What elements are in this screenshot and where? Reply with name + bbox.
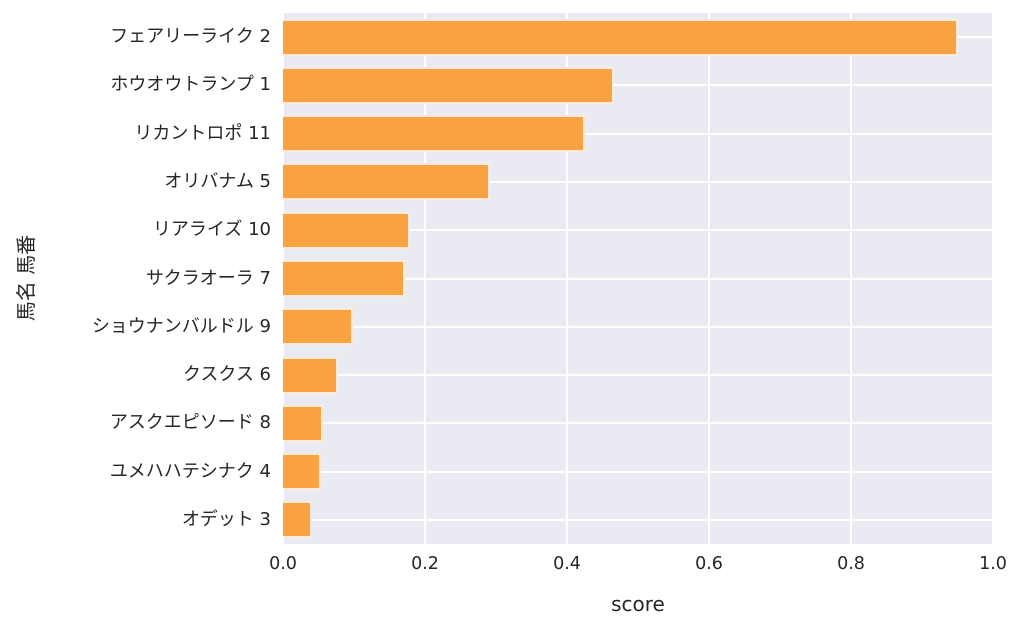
bar-10 xyxy=(283,453,321,490)
gridline-horizontal xyxy=(283,471,993,473)
x-tick-label-0.2: 0.2 xyxy=(411,554,439,574)
x-tick-label-0.8: 0.8 xyxy=(837,554,865,574)
bar-8 xyxy=(283,357,338,394)
gridline-horizontal xyxy=(283,181,993,183)
y-tick-label-3: リカントロポ 11 xyxy=(134,123,271,144)
x-tick-label-0.6: 0.6 xyxy=(695,554,723,574)
y-tick-label-10: ユメハハテシナク 4 xyxy=(109,461,271,482)
y-tick-label-6: サクラオーラ 7 xyxy=(145,268,271,289)
bar-7 xyxy=(283,308,353,345)
bar-11 xyxy=(283,501,312,538)
bar-4 xyxy=(283,163,490,200)
gridline-horizontal xyxy=(283,374,993,376)
bar-3 xyxy=(283,115,585,152)
y-tick-label-5: リアライズ 10 xyxy=(152,219,271,240)
bar-6 xyxy=(283,260,405,297)
gridline-horizontal xyxy=(283,326,993,328)
gridline-horizontal xyxy=(283,278,993,280)
gridline-horizontal xyxy=(283,519,993,521)
x-axis-title: score xyxy=(611,592,665,616)
plot-area xyxy=(282,13,994,544)
y-tick-label-8: クスクス 6 xyxy=(182,364,271,385)
gridline-horizontal xyxy=(283,84,993,86)
y-tick-label-7: ショウナンバルドル 9 xyxy=(91,316,271,337)
gridline-horizontal xyxy=(283,229,993,231)
bar-2 xyxy=(283,67,614,104)
y-tick-label-4: オリバナム 5 xyxy=(164,171,271,192)
y-tick-label-2: ホウオウトランプ 1 xyxy=(110,74,271,95)
gridline-horizontal xyxy=(283,422,993,424)
x-tick-label-1.0: 1.0 xyxy=(979,554,1007,574)
x-tick-label-0.4: 0.4 xyxy=(553,554,581,574)
gridline-horizontal xyxy=(283,133,993,135)
y-tick-label-1: フェアリーライク 2 xyxy=(110,26,271,47)
x-tick-label-0.0: 0.0 xyxy=(269,554,297,574)
y-tick-label-9: アスクエピソード 8 xyxy=(109,412,271,433)
bar-1 xyxy=(283,19,958,56)
y-tick-label-11: オデット 3 xyxy=(181,509,271,530)
gridline-vertical xyxy=(992,13,994,544)
bar-5 xyxy=(283,212,410,249)
bar-9 xyxy=(283,405,323,442)
